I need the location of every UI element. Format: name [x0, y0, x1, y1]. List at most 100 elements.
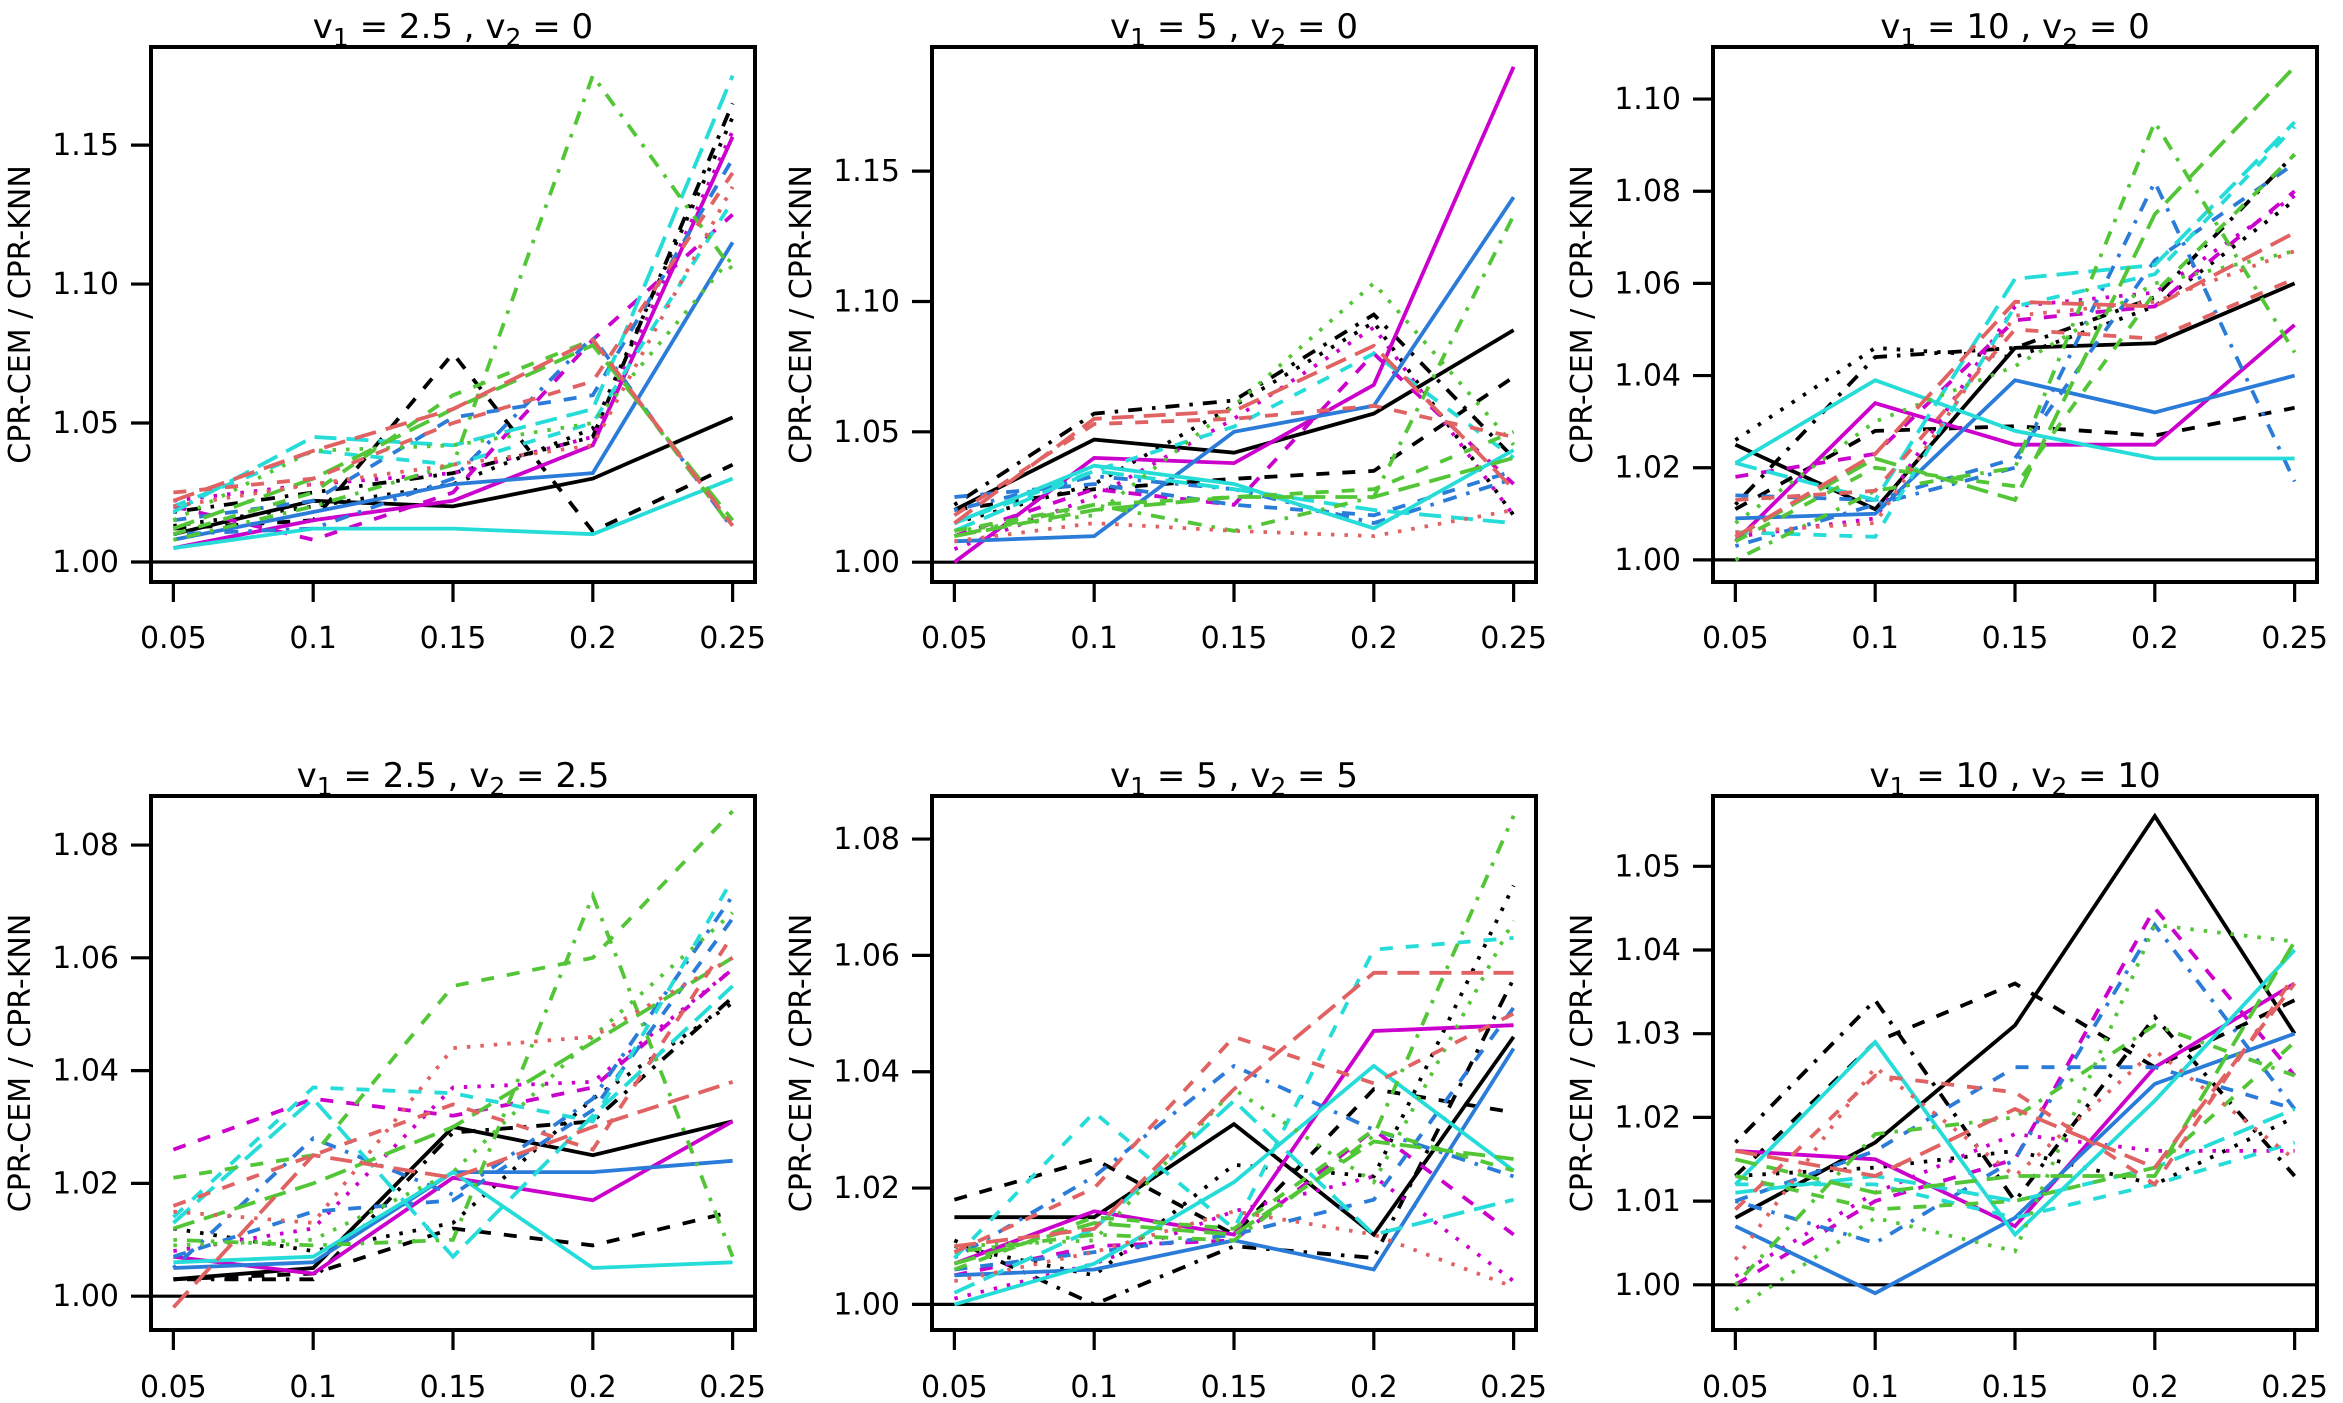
series-group: [172, 809, 735, 1309]
series-cyan-dashed: [1735, 1140, 2296, 1220]
x-axis: 0.05 0.1 0.15 0.2 0.25: [140, 1330, 766, 1402]
y-tick-label: 1.04: [52, 1054, 119, 1089]
series-black-solid: [1734, 812, 2297, 1220]
x-tick-label: 0.2: [2131, 621, 2179, 656]
series-green-dashed: [953, 1127, 1515, 1272]
series-green-dashdot: [1734, 1023, 2296, 1287]
x-tick-label: 0.2: [569, 1370, 617, 1402]
series-green-dashdot: [173, 890, 735, 1258]
x-tick-label: 0.15: [1982, 1370, 2049, 1402]
series-salmon-dashed: [173, 171, 735, 495]
y-tick-label: 1.04: [1614, 359, 1681, 394]
series-blue-solid: [1735, 373, 2296, 521]
series-cyan-dashed: [953, 936, 1514, 1260]
y-tick-label: 1.00: [52, 1279, 119, 1314]
x-axis: 0.05 0.1 0.15 0.2 0.25: [140, 582, 766, 656]
series-blue-solid: [173, 241, 735, 542]
x-tick-label: 0.05: [140, 621, 207, 656]
y-axis-label: CPR-CEM / CPR-KNN: [3, 914, 38, 1213]
y-axis-label: CPR-CEM / CPR-KNN: [784, 914, 819, 1213]
x-tick-label: 0.15: [420, 1370, 487, 1402]
series-magenta-solid: [953, 1023, 1514, 1266]
panel-title: v1 = 2.5 , v2 = 0: [313, 7, 593, 52]
y-tick-label: 1.10: [1614, 82, 1681, 117]
series-salmon-dotted: [954, 1209, 1515, 1289]
series-cyan-longdash: [953, 1098, 1515, 1295]
series-black-dashed: [173, 1209, 734, 1282]
series-green-longdash: [172, 956, 734, 1231]
series-salmon-dashed: [1735, 277, 2296, 502]
series-black-dashed: [953, 1087, 1514, 1237]
series-black-dashed: [173, 350, 734, 534]
series-green-dotted: [954, 919, 1516, 1249]
x-tick-label: 0.1: [1070, 1370, 1118, 1402]
y-tick-label: 1.05: [52, 406, 119, 441]
series-salmon-longdash: [1735, 982, 2297, 1178]
x-tick-label: 0.05: [1702, 621, 1769, 656]
y-tick-label: 1.00: [833, 545, 900, 580]
series-magenta-dashed: [953, 350, 1515, 538]
y-tick-label: 1.05: [833, 415, 900, 450]
series-blue-solid: [954, 196, 1516, 544]
series-green-dashed: [954, 430, 1515, 533]
series-blue-dashdot: [1734, 921, 2297, 1246]
x-tick-label: 0.1: [1070, 621, 1118, 656]
series-blue-dashed: [172, 917, 735, 1259]
chart-panel-top-middle: 1.00 1.05 1.10 1.15 0.05 0.1 0.15 0.2 0.25 CPR-CE…: [784, 7, 1547, 656]
chart-panel-top-left: 1.00 1.05 1.10 1.15 0.05 0.1 0.15 0.2 0.25 CPR-CE…: [3, 7, 766, 656]
series-magenta-dashed: [172, 967, 734, 1152]
series-black-dashdot: [1734, 997, 2297, 1205]
x-tick-label: 0.05: [140, 1370, 207, 1402]
series-cyan-longdash: [172, 74, 735, 514]
x-tick-label: 0.1: [1851, 621, 1899, 656]
y-axis-label: CPR-CEM / CPR-KNN: [3, 165, 38, 464]
series-black-dotted: [954, 884, 1516, 1278]
series-magenta-solid: [173, 1119, 734, 1276]
plot-box: [149, 794, 757, 1332]
series-salmon-longdash: [172, 337, 735, 528]
series-black-dotted: [1734, 198, 2296, 442]
x-tick-label: 0.1: [289, 621, 337, 656]
y-tick-label: 1.02: [833, 1171, 900, 1206]
series-blue-dashdot: [953, 1063, 1515, 1260]
series-cyan-dashed: [953, 351, 1515, 525]
x-tick-label: 0.15: [420, 621, 487, 656]
x-tick-label: 0.25: [1480, 621, 1547, 656]
y-tick-label: 1.05: [1614, 849, 1681, 884]
series-blue-dashed: [954, 1006, 1516, 1272]
series-magenta-dotted: [1734, 1132, 2295, 1279]
series-green-dotted: [173, 911, 734, 1248]
chart-panel-bottom-middle: 1.00 1.02 1.04 1.06 1.08 0.05 0.1 0.15 0.2 0.25 CP…: [784, 756, 1547, 1402]
chart-panel-bottom-left: 1.00 1.02 1.04 1.06 1.08 0.05 0.1 0.15 0.2 0.25 CP…: [3, 756, 766, 1402]
series-group: [172, 71, 735, 550]
y-tick-label: 1.10: [52, 267, 119, 302]
series-cyan-solid: [953, 448, 1515, 531]
y-axis-label: CPR-CEM / CPR-KNN: [1565, 914, 1600, 1213]
series-magenta-dotted: [173, 967, 734, 1253]
series-magenta-dashed: [1735, 189, 2296, 479]
x-tick-label: 0.25: [2261, 1370, 2328, 1402]
series-magenta-dotted: [953, 324, 1516, 551]
panel-title: v1 = 2.5 , v2 = 2.5: [297, 756, 610, 801]
y-tick-label: 1.00: [1614, 543, 1681, 578]
y-tick-label: 1.10: [833, 284, 900, 319]
series-green-dashed: [173, 809, 734, 1180]
x-tick-label: 0.2: [569, 621, 617, 656]
series-black-dashed: [954, 375, 1515, 512]
y-axis: 1.00 1.02 1.04 1.06 1.08: [833, 822, 932, 1322]
series-cyan-solid: [1734, 378, 2295, 465]
series-black-dashdot: [173, 102, 735, 514]
y-tick-label: 1.04: [833, 1055, 900, 1090]
series-cyan-solid: [173, 476, 734, 550]
series-green-longdash: [953, 1139, 1514, 1266]
y-tick-label: 1.08: [52, 828, 119, 863]
y-axis-label: CPR-CEM / CPR-KNN: [784, 165, 819, 464]
y-tick-label: 1.00: [833, 1287, 900, 1322]
x-axis: 0.05 0.1 0.15 0.2 0.25: [1702, 1330, 2328, 1402]
series-blue-dashed: [1735, 162, 2296, 502]
y-axis: 1.00 1.02 1.04 1.06 1.08: [52, 828, 151, 1314]
series-black-dashdot: [953, 312, 1515, 507]
y-tick-label: 1.02: [1614, 1100, 1681, 1135]
x-tick-label: 0.25: [699, 1370, 766, 1402]
